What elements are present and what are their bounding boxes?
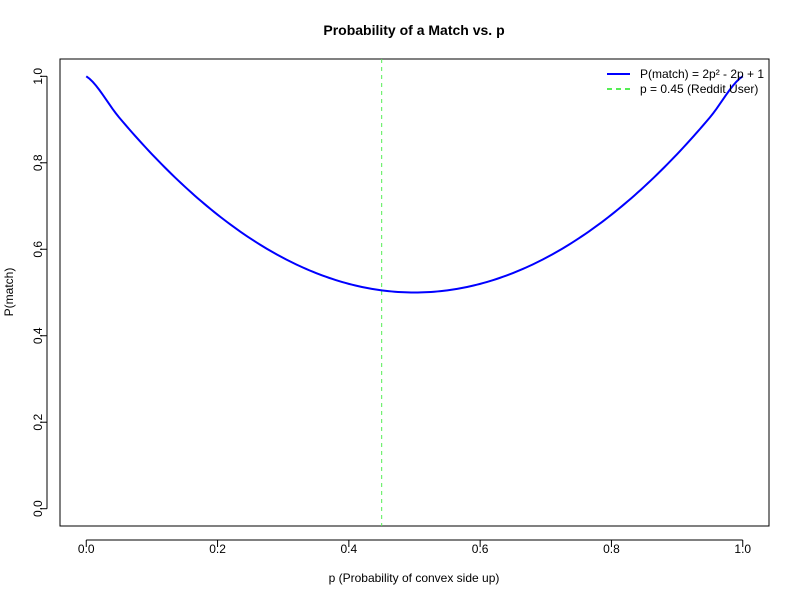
legend: P(match) = 2p² - 2p + 1p = 0.45 (Reddit …	[607, 67, 764, 96]
chart-title: Probability of a Match vs. p	[323, 22, 504, 38]
x-tick-label: 0.0	[78, 542, 95, 556]
y-tick-label: 0.6	[31, 241, 45, 258]
series-line	[85, 75, 744, 294]
x-tick-label: 0.6	[472, 542, 489, 556]
plot-area	[85, 59, 744, 526]
y-axis-label: P(match)	[2, 268, 16, 317]
x-axis: 0.0 0.2 0.4 0.6 0.8 1.0	[78, 539, 751, 556]
y-tick-label: 1.0	[31, 68, 45, 85]
legend-entry-label: p = 0.45 (Reddit User)	[640, 82, 758, 96]
x-tick-label: 0.2	[209, 542, 226, 556]
x-axis-label: p (Probability of convex side up)	[329, 571, 500, 585]
x-tick-label: 0.8	[603, 542, 620, 556]
x-tick-label: 1.0	[734, 542, 751, 556]
x-tick-label: 0.4	[341, 542, 358, 556]
y-tick-label: 0.0	[31, 500, 45, 517]
y-tick-label: 0.4	[31, 327, 45, 344]
plot-frame	[59, 58, 770, 527]
legend-entry-label: P(match) = 2p² - 2p + 1	[640, 67, 764, 81]
y-axis: 0.0 0.2 0.4 0.6 0.8 1.0	[31, 68, 48, 517]
y-tick-label: 0.8	[31, 154, 45, 171]
y-tick-label: 0.2	[31, 414, 45, 431]
